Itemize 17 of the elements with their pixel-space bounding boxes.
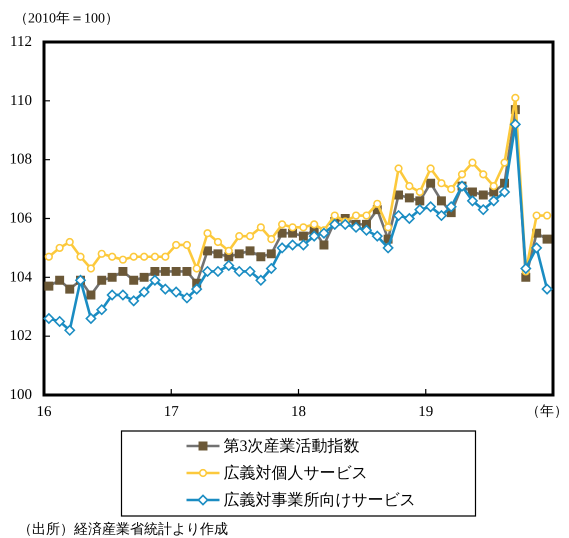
legend-label: 広義対事業所向けサービス — [224, 491, 416, 510]
y-tick-label: 106 — [10, 210, 32, 226]
y-tick-label: 102 — [10, 328, 32, 344]
text: （出所）経済産業省統計より作成 — [18, 522, 228, 538]
legend-label: 第3次産業活動指数 — [224, 437, 360, 456]
y-tick-label: 110 — [10, 92, 32, 109]
legend-label: 広義対個人サービス — [224, 464, 368, 482]
y-tick-label: 108 — [10, 152, 32, 168]
x-tick-label: 18 — [291, 404, 306, 420]
x-tick-label: 16 — [36, 404, 52, 420]
y-tick-label: 112 — [10, 34, 32, 50]
x-tick-label: 17 — [164, 404, 180, 420]
x-tick-label: 19 — [418, 404, 434, 420]
y-tick-label: 100 — [10, 386, 32, 403]
y-axis-title: （2010年＝100） — [14, 10, 119, 27]
x-axis-title: （年） — [526, 404, 568, 420]
y-tick-label: 104 — [10, 269, 32, 286]
